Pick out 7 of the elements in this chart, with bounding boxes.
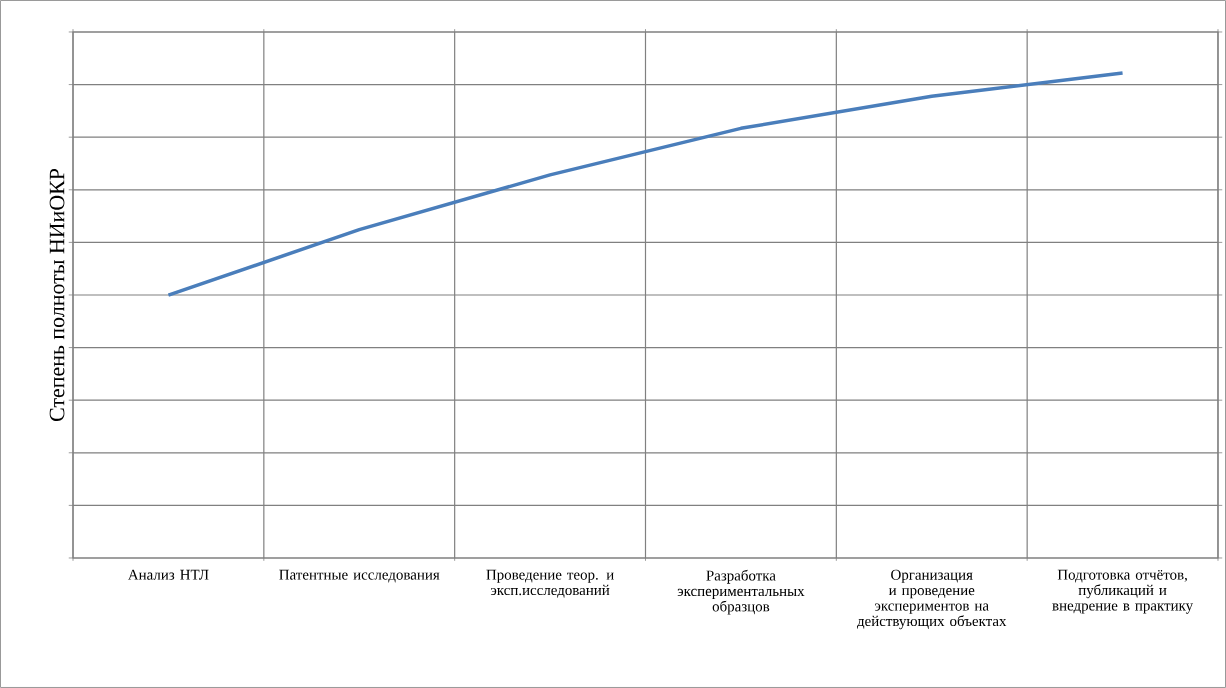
x-tick-label: Подготовка отчётов, публикаций и внедрение в практику	[1052, 569, 1194, 614]
x-tick-label: Анализ НТЛ	[127, 569, 209, 580]
x-tick-label: Организация и проведение экспериментов на действующих объектах	[857, 569, 1007, 630]
x-tick-label: Разработка экспериментальных образцов	[677, 569, 805, 615]
x-tick-label: Патентные исследования	[279, 569, 440, 583]
y-axis-title: Степень полноты НИиОКР	[49, 168, 65, 421]
x-tick-label: Проведение теор. и эксп.исследований	[486, 569, 614, 598]
